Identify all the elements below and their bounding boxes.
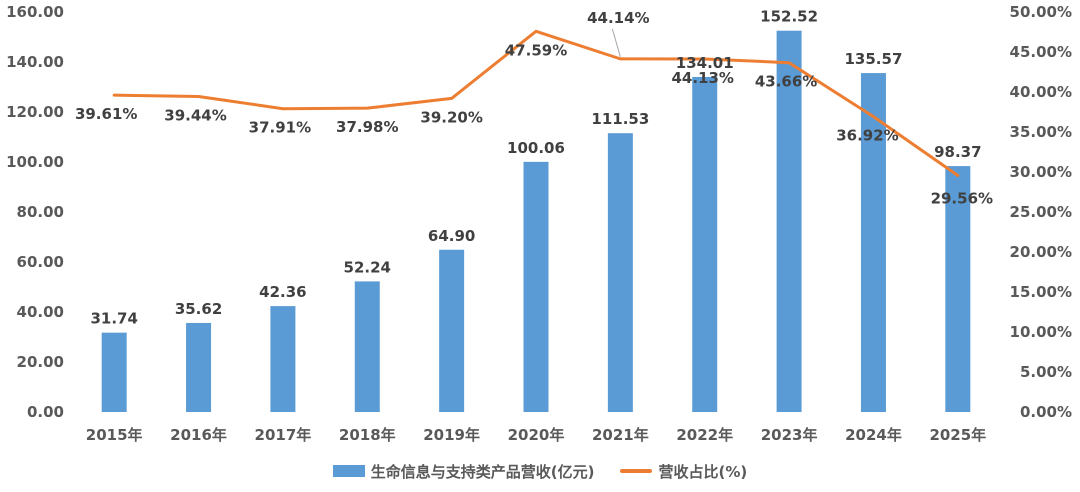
line-value-label: 37.98% [336, 118, 398, 136]
bar [945, 166, 971, 412]
line-data-labels: 39.61% 39.44% 37.91% 37.98% 39.20% 47.59% 44.1… [75, 9, 993, 208]
legend-item-revenue: 生命信息与支持类产品营收(亿元) [332, 461, 595, 482]
y-right-tick: 0.00% [1020, 403, 1072, 421]
bar-value-label: 52.24 [344, 258, 391, 276]
x-tick-label: 2021年 [592, 426, 649, 444]
bar [776, 30, 802, 412]
line-value-label: 36.92% [836, 127, 898, 145]
x-tick-label: 2018年 [339, 426, 396, 444]
line-value-label: 47.59% [505, 41, 567, 59]
y-right-tick: 45.00% [1010, 43, 1072, 61]
x-tick-label: 2015年 [86, 426, 143, 444]
y-right-tick: 25.00% [1010, 203, 1072, 221]
bar [270, 306, 296, 412]
y-right-tick: 35.00% [1010, 123, 1072, 141]
x-tick-label: 2016年 [170, 426, 227, 444]
x-tick-label: 2020年 [508, 426, 565, 444]
bar [860, 73, 886, 412]
bar [439, 249, 465, 412]
bar [354, 281, 380, 412]
line-value-label: 37.91% [249, 119, 311, 137]
y-right-tick: 50.00% [1010, 3, 1072, 21]
bar [523, 161, 549, 412]
y-right-tick: 40.00% [1010, 83, 1072, 101]
y-left-tick: 160.00 [6, 3, 64, 21]
bar-value-label: 100.06 [507, 139, 565, 157]
line-value-label: 39.44% [164, 106, 226, 124]
y-right-tick: 30.00% [1010, 163, 1072, 181]
bar-value-label: 64.90 [428, 227, 475, 245]
x-tick-label: 2019年 [423, 426, 480, 444]
line-value-label: 39.61% [75, 105, 137, 123]
legend-line-swatch [620, 469, 653, 473]
y-right-tick: 15.00% [1010, 283, 1072, 301]
bar-value-label: 152.52 [760, 8, 818, 26]
y-left-tick: 80.00 [17, 203, 64, 221]
bar-value-label: 111.53 [591, 110, 649, 128]
line-value-label: 29.56% [931, 190, 993, 208]
bar-value-label: 98.37 [934, 143, 981, 161]
left-axis-ticks: 0.00 20.00 40.00 60.00 80.00 100.00 120.00 140.… [6, 3, 64, 421]
x-tick-label: 2022年 [676, 426, 733, 444]
y-right-tick: 10.00% [1010, 323, 1072, 341]
bar-value-label: 35.62 [175, 300, 222, 318]
y-left-tick: 140.00 [6, 53, 64, 71]
legend-label-share: 营收占比(%) [658, 462, 748, 481]
line-value-label: 44.13% [671, 69, 733, 87]
bar [186, 322, 212, 412]
x-axis-ticks: 2015年 2016年 2017年 2018年 2019年 2020年 2021年 2022年… [86, 426, 986, 444]
line-series [112, 29, 960, 178]
line-value-label: 39.20% [420, 108, 482, 126]
combo-chart: 31.74 35.62 42.36 52.24 64.90 100.06 111.53 134… [6, 3, 1072, 444]
right-axis-ticks: 0.00% 5.00% 10.00% 15.00% 20.00% 25.00% 30.00%… [1010, 3, 1072, 421]
line-value-label: 43.66% [755, 73, 817, 91]
x-tick-label: 2017年 [255, 426, 312, 444]
label-leader-line [611, 28, 621, 58]
bar [607, 133, 633, 413]
y-left-tick: 20.00 [17, 353, 64, 371]
y-right-tick: 5.00% [1020, 363, 1072, 381]
x-tick-label: 2023年 [761, 426, 818, 444]
y-left-tick: 100.00 [6, 153, 64, 171]
bar-data-labels: 31.74 35.62 42.36 52.24 64.90 100.06 111.53 134… [90, 8, 981, 328]
legend-label-revenue: 生命信息与支持类产品营收(亿元) [370, 462, 595, 481]
x-tick-label: 2025年 [929, 426, 986, 444]
y-left-tick: 40.00 [17, 303, 64, 321]
bar-value-label: 42.36 [259, 283, 306, 301]
bar [101, 332, 127, 412]
legend: 生命信息与支持类产品营收(亿元) 营收占比(%) [0, 458, 1080, 484]
y-left-tick: 0.00 [27, 403, 64, 421]
legend-bar-swatch [332, 465, 365, 477]
bar-value-label: 31.74 [90, 310, 137, 328]
legend-item-share: 营收占比(%) [620, 461, 747, 482]
x-tick-label: 2024年 [845, 426, 902, 444]
y-left-tick: 60.00 [17, 253, 64, 271]
y-right-tick: 20.00% [1010, 243, 1072, 261]
bar-value-label: 134.01 [676, 54, 734, 72]
line-value-label: 44.14% [587, 9, 649, 27]
y-left-tick: 120.00 [6, 103, 64, 121]
bar [692, 76, 718, 412]
bar-value-label: 135.57 [845, 50, 903, 68]
bar-series [101, 30, 971, 413]
